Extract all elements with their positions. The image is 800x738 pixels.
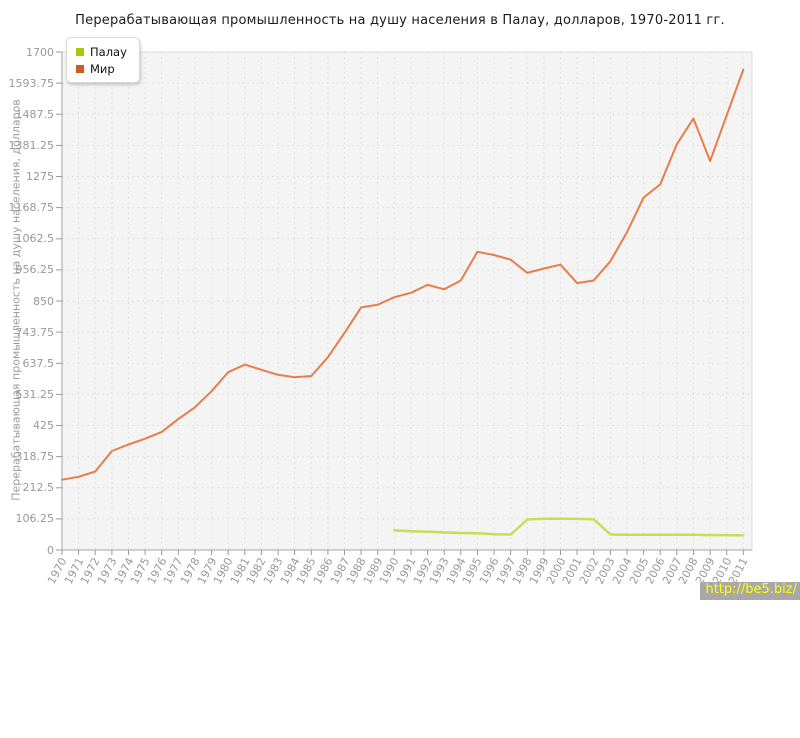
y-tick-label: 743.75 [15,325,55,339]
y-tick-label: 1168.75 [8,201,55,215]
legend-item-label: Мир [90,61,115,76]
y-tick-label: 1062.5 [15,232,55,246]
y-tick-label: 106.25 [15,512,55,526]
legend: Палау Мир [66,37,140,83]
y-tick-label: 0 [47,543,54,557]
y-tick-label: 850 [33,294,54,308]
legend-swatch-icon [76,47,84,56]
legend-item-palau[interactable]: Палау [76,43,127,60]
series-line-mir[interactable] [61,68,745,481]
legend-item-label: Палау [90,44,127,59]
y-tick-label: 531.25 [15,387,55,401]
y-tick-label: 956.25 [15,263,55,277]
y-tick-label: 212.5 [22,481,55,495]
series-line-palau[interactable] [393,517,745,537]
y-tick-label: 1381.25 [8,138,55,152]
page-title: Перерабатывающая промышленность на душу … [75,13,725,28]
y-tick-label: 637.5 [22,356,55,370]
y-tick-label: 1700 [26,45,54,59]
y-tick-label: 1593.75 [8,76,55,90]
y-tick-label: 1275 [26,170,54,183]
legend-item-mir[interactable]: Мир [76,60,127,77]
legend-swatch-icon [76,64,84,73]
watermark-link[interactable]: http://be5.biz/ [700,582,800,600]
plot-area[interactable] [0,0,800,600]
y-tick-label: 1487.5 [15,107,55,121]
y-tick-label: 318.75 [15,450,55,464]
y-tick-label: 425 [33,419,54,432]
